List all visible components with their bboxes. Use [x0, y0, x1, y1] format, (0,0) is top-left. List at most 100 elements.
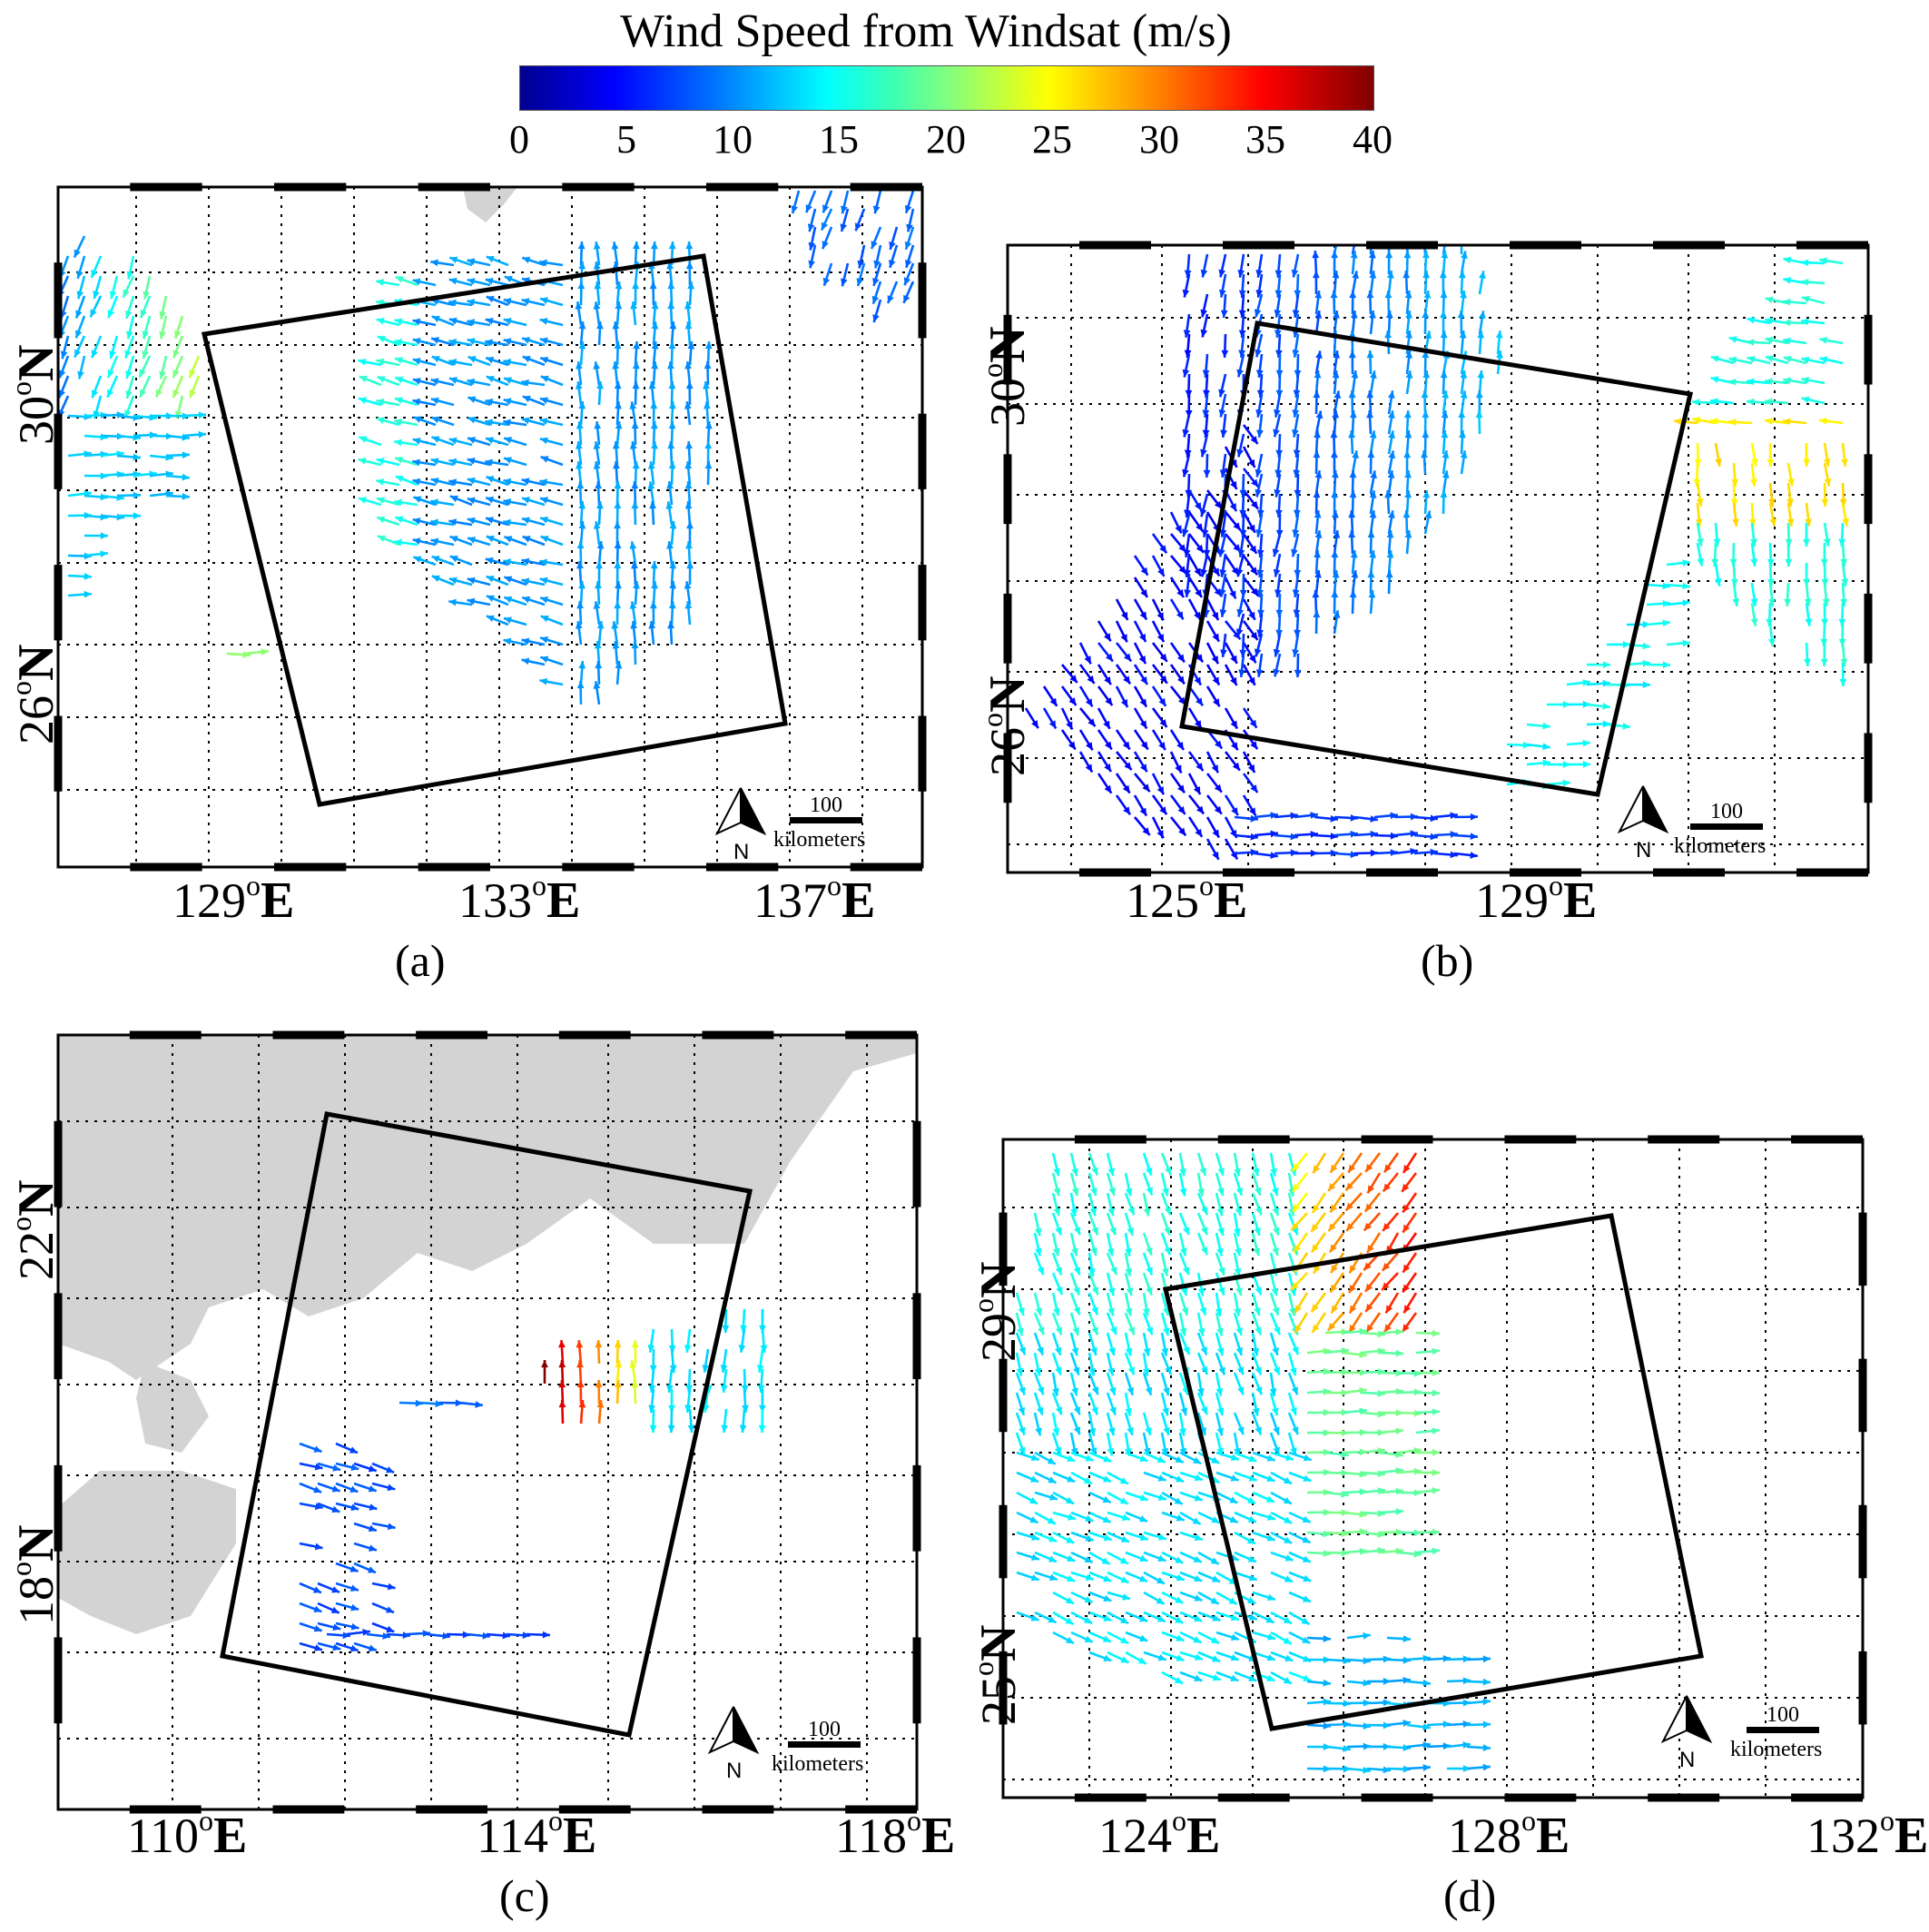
- wind-arrow: [1115, 751, 1133, 771]
- wind-arrow: [1178, 1172, 1187, 1197]
- wind-arrow: [1107, 1471, 1129, 1485]
- wind-arrow: [299, 1542, 323, 1551]
- frame-tick: [1217, 1135, 1290, 1144]
- wind-arrow: [1379, 1547, 1404, 1555]
- wind-arrow: [467, 319, 491, 327]
- frame-tick: [999, 1212, 1008, 1286]
- wind-arrow: [1052, 1591, 1075, 1605]
- wind-arrow: [317, 1502, 340, 1513]
- wind-arrow: [1151, 707, 1168, 728]
- wind-arrow: [667, 281, 675, 306]
- wind-arrow: [1070, 1551, 1094, 1564]
- wind-arrow: [1346, 1699, 1372, 1707]
- wind-arrow: [467, 355, 491, 367]
- wind-arrow: [857, 244, 866, 269]
- wind-arrow: [1051, 1412, 1060, 1436]
- wind-arrow: [1252, 1651, 1276, 1661]
- wind-arrow: [1133, 620, 1147, 643]
- lat-label: 26oN: [5, 645, 64, 744]
- colorbar-title: Wind Speed from Windsat (m/s): [620, 5, 1232, 57]
- wind-arrow: [1242, 446, 1256, 468]
- wind-arrow: [1710, 355, 1735, 365]
- wind-arrow: [358, 358, 382, 367]
- wind-arrow: [1252, 1591, 1276, 1602]
- wind-arrow: [521, 379, 546, 387]
- wind-arrow: [791, 190, 801, 214]
- wind-arrow: [1124, 1352, 1136, 1375]
- wind-arrow: [1746, 339, 1771, 346]
- scale-bar-value: 100: [1710, 800, 1743, 823]
- wind-arrow: [576, 540, 585, 566]
- frame-tick: [1858, 1212, 1867, 1286]
- wind-arrow: [1786, 482, 1794, 507]
- wind-arrow: [1713, 522, 1721, 547]
- wind-arrow: [1179, 1531, 1204, 1542]
- wind-arrow: [358, 458, 382, 467]
- wind-arrow: [1069, 1272, 1081, 1296]
- frame-tick: [54, 565, 63, 641]
- frame-tick: [272, 1030, 345, 1040]
- wind-arrow: [430, 458, 455, 467]
- wind-arrow: [1330, 1292, 1345, 1314]
- wind-arrow: [1033, 1332, 1044, 1355]
- wind-arrow: [1292, 393, 1300, 418]
- wind-arrow: [1088, 1172, 1097, 1197]
- wind-arrow: [1366, 350, 1374, 375]
- wind-arrow: [1052, 1631, 1075, 1645]
- wind-arrow: [1566, 739, 1591, 747]
- wind-arrow: [1061, 664, 1078, 684]
- wind-arrow: [1215, 1152, 1225, 1177]
- wind-arrow: [371, 1462, 395, 1474]
- wind-arrow: [540, 615, 564, 626]
- wind-arrow: [1694, 442, 1702, 468]
- wind-arrow: [612, 361, 620, 386]
- wind-arrow: [1033, 1252, 1045, 1276]
- wind-arrow: [1233, 1332, 1244, 1356]
- wind-arrow: [1373, 849, 1399, 857]
- wind-arrow: [1749, 502, 1757, 527]
- lat-label: 29oN: [967, 1262, 1027, 1362]
- wind-arrow: [503, 596, 527, 606]
- wind-arrow: [1666, 582, 1691, 590]
- wind-arrow: [1406, 1741, 1431, 1750]
- wind-arrow: [1160, 1352, 1173, 1375]
- wind-arrow: [1326, 1765, 1352, 1773]
- wind-arrow: [1234, 833, 1259, 841]
- wind-arrow: [1402, 509, 1411, 535]
- wind-arrow: [632, 360, 640, 386]
- wind-arrow: [1143, 1471, 1166, 1482]
- wind-arrow: [1343, 1510, 1367, 1518]
- wind-arrow: [760, 1328, 768, 1354]
- wind-arrow: [486, 575, 509, 586]
- wind-arrow: [1133, 577, 1149, 598]
- wind-arrow: [503, 576, 527, 586]
- wind-arrow: [116, 453, 142, 461]
- wind-arrow: [759, 1308, 766, 1334]
- wind-arrow: [1364, 1292, 1382, 1313]
- wind-arrow: [1160, 1332, 1169, 1356]
- wind-arrow: [1179, 1671, 1203, 1682]
- frame-tick: [1079, 868, 1151, 877]
- wind-arrow: [722, 1308, 730, 1334]
- wind-arrow: [1384, 330, 1393, 355]
- wind-arrow: [1441, 250, 1449, 275]
- wind-arrow: [1233, 1192, 1243, 1217]
- wind-arrow: [376, 497, 400, 507]
- wind-arrow: [1349, 469, 1357, 495]
- wind-arrow: [1169, 577, 1185, 598]
- wind-arrow: [1088, 1551, 1111, 1566]
- wind-arrow: [1254, 852, 1278, 860]
- wind-arrow: [615, 580, 622, 606]
- wind-arrow: [1088, 1312, 1099, 1336]
- wind-arrow: [1423, 245, 1427, 255]
- wind-arrow: [371, 1622, 395, 1633]
- wind-arrow: [1343, 1386, 1367, 1395]
- wind-arrow: [1234, 1551, 1257, 1563]
- wind-arrow: [1097, 642, 1114, 663]
- lon-label: 114oE: [477, 1804, 596, 1864]
- wind-arrow: [1151, 794, 1168, 815]
- wind-arrow: [74, 295, 86, 319]
- wind-arrow: [1206, 685, 1221, 707]
- caption-c: (c): [499, 1870, 550, 1921]
